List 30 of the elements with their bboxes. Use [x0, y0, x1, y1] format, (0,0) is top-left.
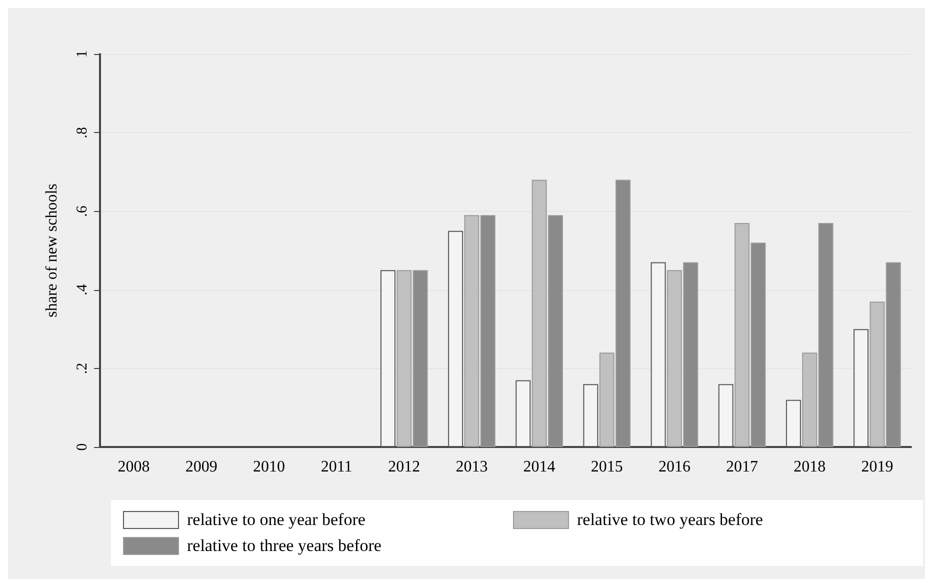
y-tick-label: .6: [74, 205, 90, 217]
bar: [786, 400, 801, 447]
legend-label: relative to three years before: [187, 536, 382, 556]
bar: [854, 329, 869, 447]
x-tick-label: 2008: [118, 458, 150, 476]
bar: [650, 262, 666, 447]
y-tick-label: 1: [74, 50, 90, 58]
x-tick-label: 2018: [794, 458, 826, 476]
x-tick-label: 2010: [252, 458, 285, 476]
y-tick-label: 0: [74, 443, 90, 451]
y-tick-label: .8: [74, 126, 90, 138]
x-tick-label: 2011: [320, 458, 352, 476]
bar: [448, 230, 464, 447]
x-tick-label: 2015: [590, 458, 623, 476]
x-tick-label: 2019: [861, 458, 894, 476]
legend-label: relative to one year before: [187, 510, 366, 530]
x-tick-label: 2017: [726, 458, 758, 476]
bar: [380, 270, 396, 447]
x-tick-label: 2013: [456, 458, 488, 476]
y-tick-label: .4: [74, 284, 90, 296]
legend-label: relative to two years before: [577, 510, 763, 530]
bar: [516, 380, 531, 447]
x-tick-label: 2012: [388, 458, 420, 476]
bar: [583, 384, 598, 447]
y-tick-label: .2: [74, 362, 90, 374]
x-tick-label: 2016: [658, 458, 690, 476]
x-tick-label: 2009: [185, 458, 218, 476]
x-tick-label: 2014: [523, 458, 556, 476]
y-axis-title: share of new schools: [44, 184, 60, 318]
bar: [718, 384, 734, 447]
